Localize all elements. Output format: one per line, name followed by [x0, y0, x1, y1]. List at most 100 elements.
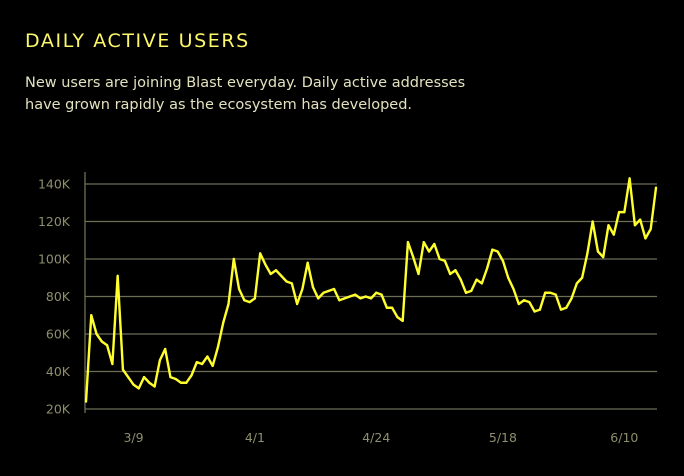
- data-point: [586, 252, 589, 255]
- data-point: [116, 274, 119, 277]
- data-point: [211, 364, 214, 367]
- data-point: [296, 302, 299, 306]
- data-point: [90, 314, 93, 317]
- y-tick-label: 60K: [46, 327, 71, 342]
- data-point: [385, 306, 388, 309]
- data-point: [438, 257, 441, 261]
- data-point: [222, 321, 225, 324]
- data-point: [364, 295, 367, 298]
- data-point: [237, 287, 241, 291]
- data-point: [517, 302, 520, 306]
- data-point: [602, 256, 605, 259]
- data-point: [338, 299, 341, 302]
- data-point: [290, 282, 293, 285]
- data-point: [322, 291, 325, 294]
- data-point: [280, 274, 283, 277]
- data-point: [533, 310, 536, 313]
- data-point: [464, 291, 468, 294]
- data-point: [401, 319, 404, 322]
- y-tick-label: 100K: [38, 252, 71, 267]
- data-point: [596, 250, 600, 253]
- data-point: [153, 385, 156, 388]
- data-point: [475, 278, 478, 281]
- data-point: [148, 381, 151, 384]
- data-point: [369, 297, 373, 300]
- x-tick-label: 4/24: [362, 430, 390, 445]
- data-point: [100, 340, 103, 343]
- series-line: [84, 177, 658, 403]
- data-point: [169, 376, 172, 379]
- data-point: [285, 280, 288, 283]
- data-point: [649, 227, 652, 231]
- description-line-1: New users are joining Blast everyday. Da…: [25, 75, 466, 91]
- data-point: [301, 287, 304, 291]
- data-point: [512, 287, 515, 291]
- data-point: [554, 293, 557, 296]
- data-point: [253, 297, 256, 300]
- x-tick-label: 4/1: [245, 430, 265, 445]
- data-point: [412, 256, 415, 259]
- data-point: [559, 308, 563, 311]
- data-point: [507, 276, 510, 279]
- data-point: [127, 376, 130, 379]
- data-point: [549, 291, 552, 294]
- y-tick-label: 80K: [46, 289, 71, 304]
- data-point: [565, 306, 568, 309]
- data-point: [501, 259, 505, 262]
- data-point: [486, 267, 489, 270]
- data-point: [570, 297, 573, 300]
- data-point: [417, 272, 420, 276]
- data-point: [174, 377, 177, 381]
- data-point: [427, 250, 431, 253]
- data-point: [306, 261, 309, 264]
- data-point: [654, 186, 658, 189]
- data-point: [216, 346, 220, 349]
- y-tick-label: 40K: [46, 364, 71, 379]
- data-point: [380, 293, 383, 296]
- data-point: [617, 211, 621, 214]
- data-point: [137, 387, 140, 390]
- data-point: [185, 381, 188, 384]
- data-point: [496, 250, 499, 253]
- data-point: [644, 237, 647, 240]
- data-point: [581, 276, 584, 279]
- data-point: [433, 242, 436, 246]
- data-point: [607, 224, 610, 227]
- data-point: [248, 301, 251, 304]
- data-point: [348, 295, 351, 298]
- data-point: [311, 286, 315, 289]
- data-point: [528, 301, 531, 304]
- data-point: [259, 252, 262, 255]
- data-point: [575, 282, 578, 285]
- data-point: [206, 355, 209, 358]
- data-point: [354, 293, 357, 296]
- y-tick-label: 120K: [38, 214, 71, 229]
- data-point: [121, 368, 125, 371]
- data-point: [396, 316, 399, 319]
- data-point: [544, 291, 547, 294]
- data-point: [538, 308, 541, 311]
- data-point: [269, 272, 272, 276]
- data-point: [480, 282, 483, 285]
- series-group: [84, 177, 658, 403]
- data-point: [375, 291, 378, 294]
- x-tick-label: 6/10: [610, 430, 638, 445]
- data-point: [633, 224, 636, 227]
- data-point: [158, 359, 161, 362]
- y-tick-label: 20K: [46, 402, 71, 417]
- x-tick-label: 3/9: [123, 430, 143, 445]
- data-point: [274, 269, 278, 272]
- data-point: [454, 269, 457, 272]
- data-point: [332, 287, 336, 291]
- data-point: [470, 289, 473, 292]
- data-point: [142, 376, 146, 379]
- data-point: [459, 278, 462, 281]
- data-point: [232, 257, 235, 261]
- data-point: [84, 400, 88, 403]
- x-axis-labels: 3/9 4/1 4/24 5/18 6/10: [123, 430, 638, 445]
- data-point: [343, 297, 346, 300]
- data-point: [639, 218, 642, 221]
- data-point: [443, 259, 446, 262]
- data-point: [317, 297, 320, 300]
